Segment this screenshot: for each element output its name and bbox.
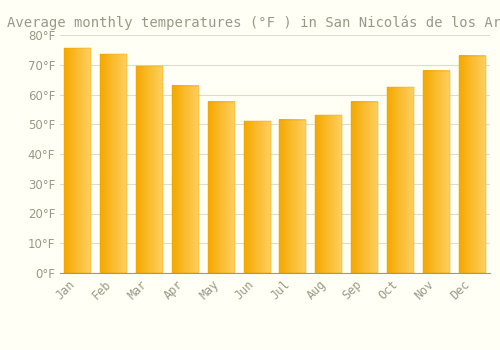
Bar bbox=[351, 102, 378, 273]
Bar bbox=[136, 66, 163, 273]
Title: Average monthly temperatures (°F ) in San Nicolás de los Arroyos: Average monthly temperatures (°F ) in Sa… bbox=[7, 15, 500, 30]
Bar bbox=[280, 120, 306, 273]
Bar bbox=[458, 56, 485, 273]
Bar bbox=[387, 87, 414, 273]
Bar bbox=[208, 102, 234, 273]
Bar bbox=[423, 71, 450, 273]
Bar bbox=[64, 48, 92, 273]
Bar bbox=[316, 116, 342, 273]
Bar bbox=[172, 85, 199, 273]
Bar bbox=[244, 121, 270, 273]
Bar bbox=[100, 54, 127, 273]
